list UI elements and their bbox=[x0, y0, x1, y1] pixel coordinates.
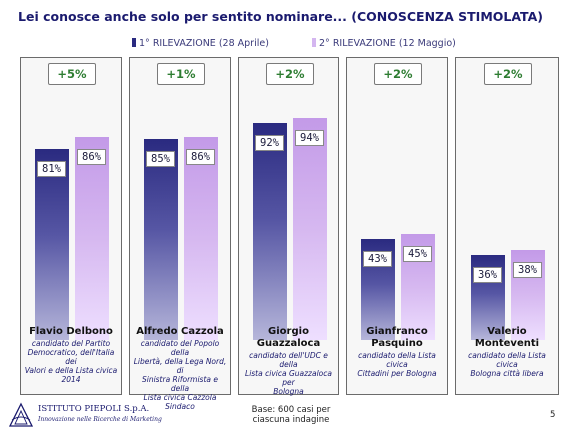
bar-first-survey bbox=[35, 149, 69, 340]
data-label-second-survey: 86% bbox=[186, 149, 215, 165]
candidate-name: Valerio Monteventi bbox=[456, 326, 558, 350]
footnote-line: Base: 600 casi per bbox=[251, 405, 331, 415]
candidate-name: Giorgio Guazzaloca bbox=[239, 326, 338, 350]
delta-badge: +1% bbox=[157, 63, 205, 85]
candidate-description: candidato della Lista civica Cittadini pe… bbox=[349, 351, 445, 378]
candidate-name-line: Monteventi bbox=[474, 338, 540, 349]
legend-swatch-second-survey bbox=[312, 38, 316, 47]
bar-first-survey bbox=[253, 123, 287, 340]
bar-second-survey bbox=[75, 137, 109, 340]
bar-first-survey bbox=[144, 139, 178, 340]
page-number: 5 bbox=[550, 410, 556, 420]
candidate-description-line: candidato della Lista civica bbox=[358, 351, 436, 369]
candidate-description-line: Libertà, della Lega Nord, di bbox=[133, 357, 227, 375]
bar-second-survey bbox=[293, 118, 327, 340]
candidate-name-line: Valerio bbox=[487, 326, 527, 337]
candidate-description-line: Sindaco bbox=[165, 402, 195, 411]
logo-name: ISTITUTO PIEPOLI S.p.A. bbox=[38, 404, 150, 414]
candidate-name-line: Pasquino bbox=[371, 338, 423, 349]
data-label-first-survey: 81% bbox=[37, 161, 66, 177]
base-footnote: Base: 600 casi per ciascuna indagine bbox=[236, 405, 346, 425]
delta-badge: +2% bbox=[266, 63, 314, 85]
logo-icon bbox=[8, 402, 34, 427]
logo-subtitle: Innovazione nelle Ricerche di Marketing bbox=[38, 416, 162, 423]
candidate-panel: +5% 81% 86% Flavio Delbono candidato del Par… bbox=[20, 57, 122, 395]
candidate-panel: +2% 36% 38% Valerio Monteventi candidato dell… bbox=[455, 57, 559, 395]
istituto-piepoli-logo: ISTITUTO PIEPOLI S.p.A. Innovazione nell… bbox=[8, 402, 178, 428]
candidate-name-line: Giorgio bbox=[268, 326, 309, 337]
legend-swatch-first-survey bbox=[132, 38, 136, 47]
delta-badge: +2% bbox=[374, 63, 422, 85]
candidate-description-line: Cittadini per Bologna bbox=[357, 369, 437, 378]
candidate-name-line: Alfredo Cazzola bbox=[136, 326, 224, 337]
candidate-name-line: Guazzaloca bbox=[256, 338, 321, 349]
candidate-description-line: candidato del Partito bbox=[31, 339, 111, 348]
legend-label-second-survey: 2° RILEVAZIONE (12 Maggio) bbox=[319, 38, 456, 49]
footnote-line: ciascuna indagine bbox=[252, 415, 330, 425]
legend-label-first-survey: 1° RILEVAZIONE (28 Aprile) bbox=[139, 38, 269, 49]
candidate-name: Alfredo Cazzola bbox=[130, 326, 230, 338]
data-label-second-survey: 45% bbox=[403, 246, 432, 262]
delta-badge: +2% bbox=[484, 63, 532, 85]
data-label-first-survey: 36% bbox=[473, 267, 502, 283]
page-title: Lei conosce anche solo per sentito nomin… bbox=[18, 9, 543, 24]
bar-second-survey bbox=[184, 137, 218, 340]
candidate-description-line: candidato della Lista civica bbox=[468, 351, 546, 369]
candidate-description-line: candidato del Popolo della bbox=[140, 339, 220, 357]
data-label-second-survey: 94% bbox=[295, 130, 324, 146]
candidate-panel: +1% 85% 86% Alfredo Cazzola candidato del Po… bbox=[129, 57, 231, 411]
data-label-second-survey: 86% bbox=[77, 149, 106, 165]
candidate-description-line: Bologna città libera bbox=[470, 369, 544, 378]
candidate-description: candidato del Partito Democratico, dell'I… bbox=[23, 339, 119, 384]
data-label-first-survey: 92% bbox=[255, 135, 284, 151]
candidate-name: Gianfranco Pasquino bbox=[347, 326, 447, 350]
candidate-description-line: Bologna bbox=[273, 387, 304, 396]
candidate-panel: +2% 92% 94% Giorgio Guazzaloca candidato dell… bbox=[238, 57, 339, 396]
candidate-name-line: Gianfranco bbox=[366, 326, 428, 337]
data-label-second-survey: 38% bbox=[513, 262, 542, 278]
candidate-description: candidato del Popolo della Libertà, della… bbox=[132, 339, 228, 411]
candidate-description-line: Lista civica Guazzaloca per bbox=[245, 369, 332, 387]
data-label-first-survey: 85% bbox=[146, 151, 175, 167]
candidate-description-line: Democratico, dell'Italia dei bbox=[27, 348, 115, 366]
legend-item-second-survey: 2° RILEVAZIONE (12 Maggio) bbox=[312, 38, 456, 52]
candidate-panel: +2% 43% 45% Gianfranco Pasquino candidato del… bbox=[346, 57, 448, 395]
candidate-description: candidato dell'UDC e della Lista civica G… bbox=[241, 351, 336, 396]
candidate-description-line: Valori e della Lista civica bbox=[24, 366, 118, 375]
candidate-description-line: Lista civica Cazzola bbox=[143, 393, 217, 402]
delta-badge: +5% bbox=[48, 63, 96, 85]
candidate-name: Flavio Delbono bbox=[21, 326, 121, 338]
data-label-first-survey: 43% bbox=[363, 251, 392, 267]
candidate-name-line: Flavio Delbono bbox=[29, 326, 113, 337]
candidate-description-line: candidato dell'UDC e della bbox=[249, 351, 328, 369]
candidate-description: candidato della Lista civica Bologna citt… bbox=[458, 351, 556, 378]
legend-item-first-survey: 1° RILEVAZIONE (28 Aprile) bbox=[132, 38, 269, 52]
candidate-description-line: 2014 bbox=[61, 375, 81, 384]
candidate-description-line: Sinistra Riformista e della bbox=[141, 375, 219, 393]
